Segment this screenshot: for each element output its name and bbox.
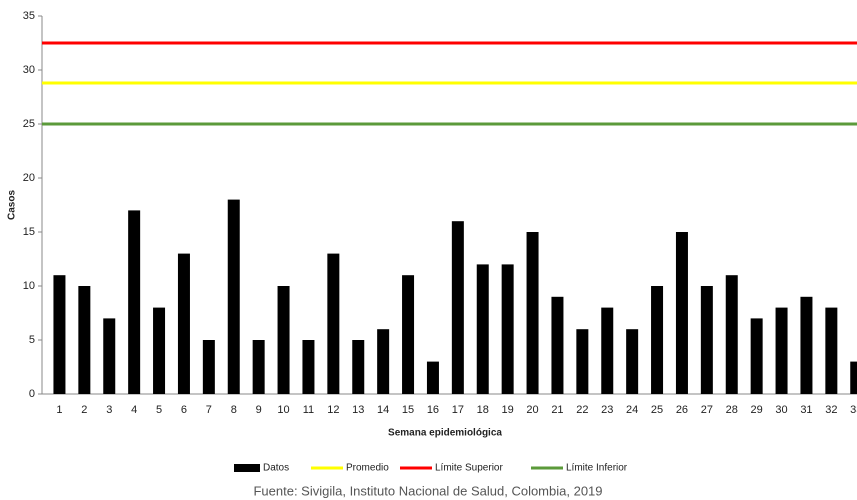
y-axis-label: Casos [7, 190, 18, 220]
bar [626, 329, 639, 394]
bar [775, 307, 788, 394]
x-tick-label: 6 [181, 404, 187, 416]
x-tick-label: 27 [701, 404, 713, 416]
bar [501, 264, 514, 394]
bar [277, 286, 290, 394]
x-tick-label: 23 [601, 404, 613, 416]
x-tick-label: 9 [256, 404, 262, 416]
bar [700, 286, 713, 394]
legend-swatch [531, 466, 563, 470]
bar [551, 296, 564, 394]
bar [601, 307, 614, 394]
bar [426, 361, 439, 394]
bar [252, 340, 265, 394]
bar [526, 232, 539, 394]
x-tick-label: 31 [800, 404, 812, 416]
x-tick-label: 16 [427, 404, 439, 416]
bar [675, 232, 688, 394]
bar [576, 329, 589, 394]
x-tick-label: 8 [231, 404, 237, 416]
bar [103, 318, 116, 394]
y-tick-label: 0 [29, 388, 35, 400]
x-tick-label: 19 [502, 404, 514, 416]
bar [451, 221, 464, 394]
x-tick-label: 12 [327, 404, 339, 416]
y-tick-label: 15 [23, 226, 35, 238]
x-axis-label: Semana epidemiológica [388, 428, 502, 439]
x-tick-label: 15 [402, 404, 414, 416]
x-tick-label: 1 [56, 404, 62, 416]
source: Fuente: Sivigila, Instituto Nacional de … [253, 483, 602, 498]
y-tick-label: 5 [29, 334, 35, 346]
bar [651, 286, 664, 394]
x-tick-label: 20 [526, 404, 538, 416]
bar [850, 361, 857, 394]
bar [128, 210, 141, 394]
bar [402, 275, 415, 394]
x-tick-label: 21 [551, 404, 563, 416]
x-tick-label: 2 [81, 404, 87, 416]
x-tick-label: 17 [452, 404, 464, 416]
y-tick-label: 25 [23, 118, 35, 130]
x-tick-label: 30 [775, 404, 787, 416]
y-tick-label: 30 [23, 64, 35, 76]
legend-swatch [311, 466, 343, 470]
legend-swatch [400, 466, 432, 470]
x-tick-label: 5 [156, 404, 162, 416]
legend-swatch [234, 464, 260, 472]
y-tick-label: 20 [23, 172, 35, 184]
x-tick-label: 7 [206, 404, 212, 416]
legend: Datos Promedio Límite Superior Límite Infer… [234, 463, 628, 474]
legend-label: Límite Superior [435, 463, 503, 474]
bar [750, 318, 763, 394]
x-tick-label: 24 [626, 404, 638, 416]
bar [53, 275, 66, 394]
bar [177, 253, 190, 394]
legend-label: Datos [263, 463, 289, 474]
bar [825, 307, 838, 394]
bar [352, 340, 365, 394]
bar [78, 286, 91, 394]
x-tick-label: 28 [726, 404, 738, 416]
x-tick-label: 26 [676, 404, 688, 416]
x-tick-label: 3 [106, 404, 112, 416]
legend-label: Promedio [346, 463, 389, 474]
x-tick-label: 18 [477, 404, 489, 416]
x-tick-label: 32 [825, 404, 837, 416]
bar [725, 275, 738, 394]
x-tick-label: 29 [751, 404, 763, 416]
bar [153, 307, 166, 394]
x-tick-label: 14 [377, 404, 389, 416]
x-tick-label: 25 [651, 404, 663, 416]
x-tick-label: 13 [352, 404, 364, 416]
bar [476, 264, 489, 394]
bar [377, 329, 390, 394]
x-tick-label: 10 [277, 404, 289, 416]
bar [302, 340, 315, 394]
y-tick-label: 10 [23, 280, 35, 292]
bar [227, 199, 240, 394]
x-tick-label: 22 [576, 404, 588, 416]
legend-label: Límite Inferior [566, 463, 628, 474]
x-tick-label: 11 [303, 404, 314, 416]
bar [202, 340, 215, 394]
x-tick-label: 4 [131, 404, 137, 416]
bar [327, 253, 340, 394]
x-tick-label: 33 [850, 404, 857, 416]
y-tick-label: 35 [23, 10, 35, 22]
bar [800, 296, 813, 394]
